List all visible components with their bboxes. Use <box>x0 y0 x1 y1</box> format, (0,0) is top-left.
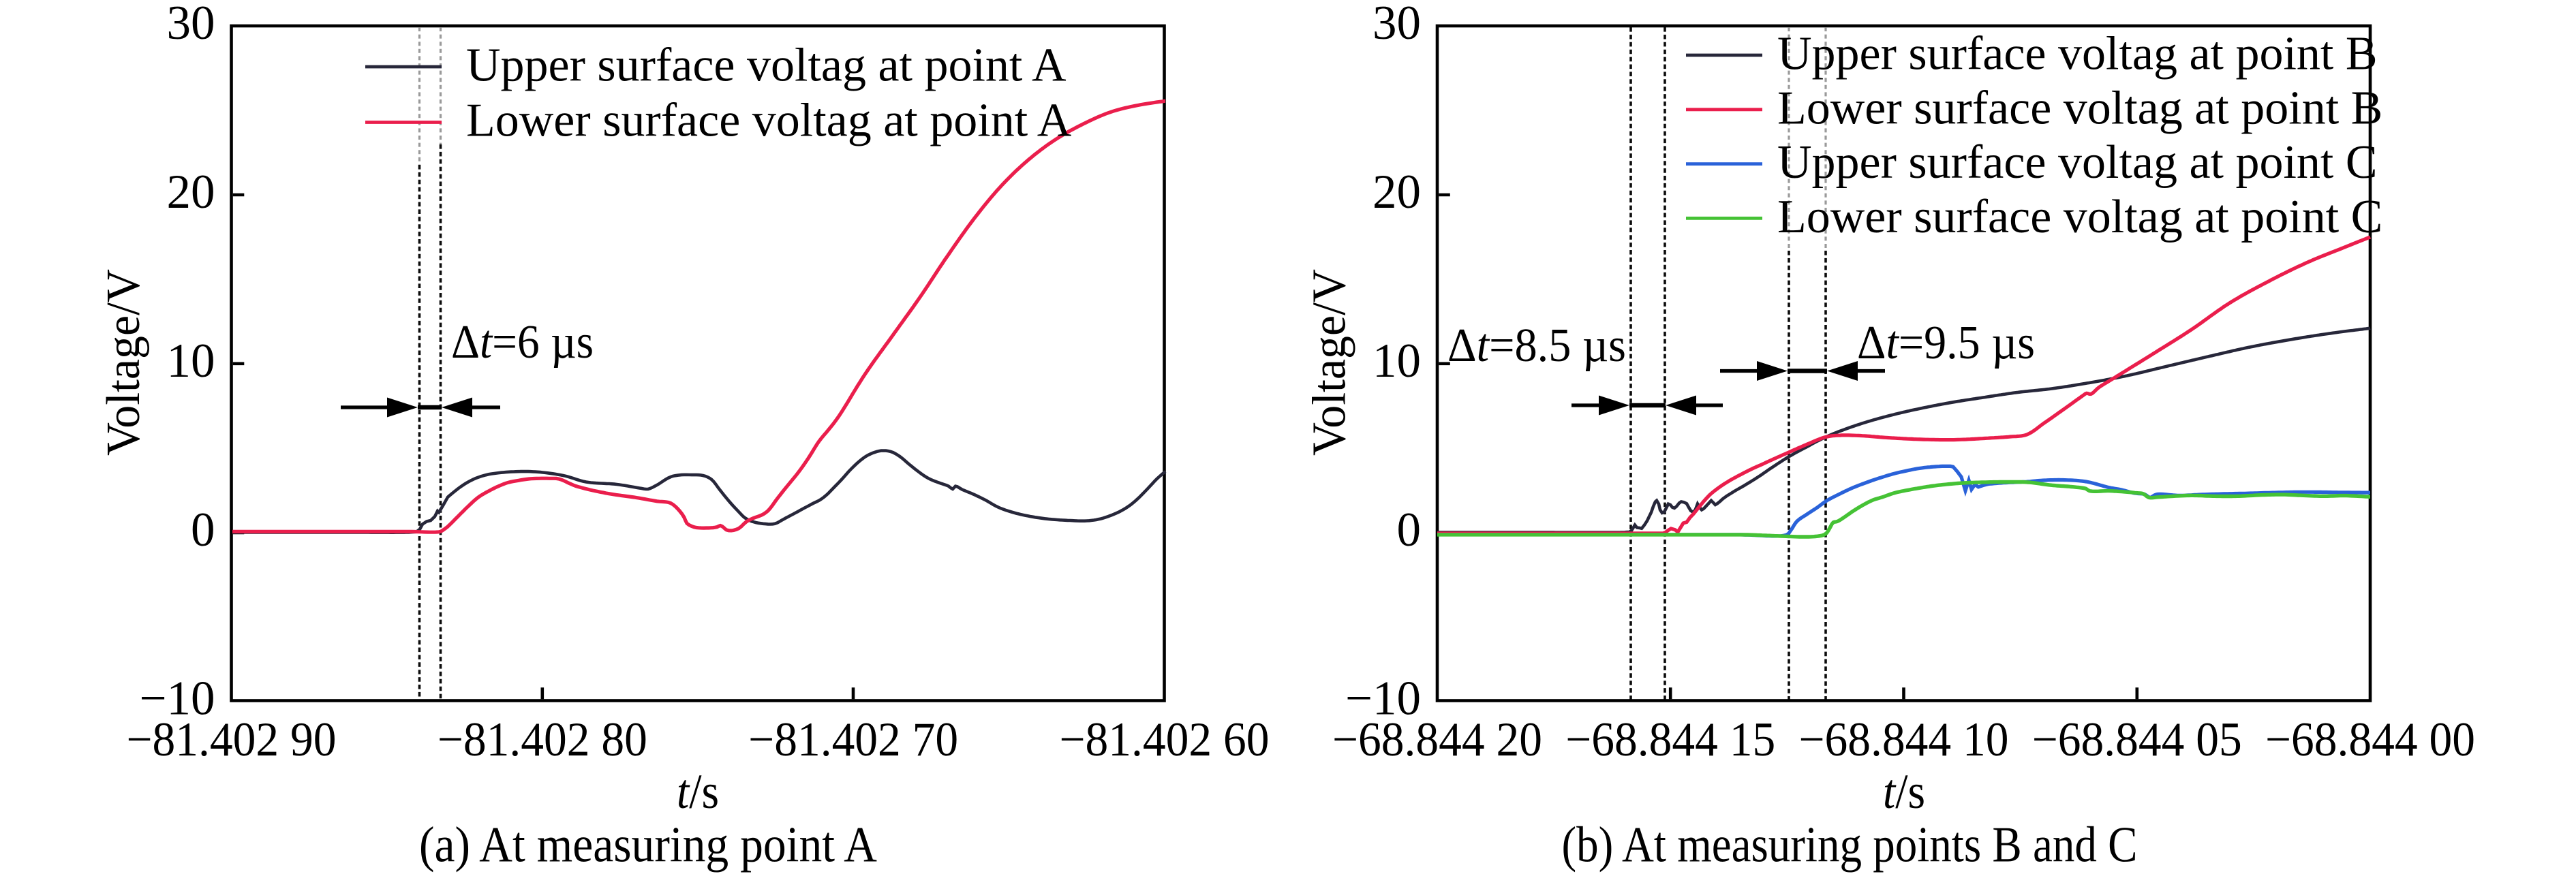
svg-text:t/s: t/s <box>1883 764 1925 819</box>
svg-text:30: 30 <box>1373 0 1421 50</box>
svg-text:Upper surface voltag at point: Upper surface voltag at point B <box>1777 28 2378 80</box>
svg-text:Δt=8.5 µs: Δt=8.5 µs <box>1447 319 1626 372</box>
svg-text:(a) At measuring point A: (a) At measuring point A <box>419 817 877 873</box>
svg-text:Upper surface voltag at point: Upper surface voltag at point A <box>466 40 1067 92</box>
svg-text:20: 20 <box>167 166 215 219</box>
svg-text:−68.844 10: −68.844 10 <box>1799 713 2009 766</box>
svg-text:Upper surface voltag at point: Upper surface voltag at point C <box>1777 136 2378 189</box>
svg-text:−81.402 90: −81.402 90 <box>127 713 337 766</box>
svg-text:0: 0 <box>191 503 215 557</box>
svg-text:Lower surface voltag at point: Lower surface voltag at point C <box>1777 191 2382 243</box>
svg-text:Δt=9.5 µs: Δt=9.5 µs <box>1857 317 2035 369</box>
svg-text:−81.402 60: −81.402 60 <box>1060 713 1270 766</box>
svg-text:Voltage/V: Voltage/V <box>97 269 150 456</box>
svg-text:10: 10 <box>1373 334 1421 388</box>
svg-text:−68.844 20: −68.844 20 <box>1332 713 1542 766</box>
svg-text:10: 10 <box>167 334 215 388</box>
svg-text:0: 0 <box>1397 503 1422 557</box>
svg-text:−68.844 15: −68.844 15 <box>1565 713 1775 766</box>
svg-text:20: 20 <box>1373 166 1421 219</box>
svg-text:−10: −10 <box>1345 672 1421 725</box>
svg-text:30: 30 <box>167 0 215 50</box>
svg-text:−81.402 80: −81.402 80 <box>438 713 647 766</box>
svg-text:−68.844 05: −68.844 05 <box>2032 713 2242 766</box>
svg-text:t/s: t/s <box>677 764 719 819</box>
svg-text:Lower surface voltag at point: Lower surface voltag at point B <box>1777 82 2382 134</box>
svg-text:−68.844 00: −68.844 00 <box>2265 713 2475 766</box>
svg-text:Voltage/V: Voltage/V <box>1304 269 1356 456</box>
svg-text:Lower surface voltag at point: Lower surface voltag at point A <box>466 95 1072 147</box>
svg-text:Δt=6 µs: Δt=6 µs <box>451 316 594 369</box>
svg-text:−81.402 70: −81.402 70 <box>748 713 958 766</box>
svg-text:(b) At measuring points B and: (b) At measuring points B and C <box>1562 817 2138 873</box>
svg-text:−10: −10 <box>139 672 215 725</box>
